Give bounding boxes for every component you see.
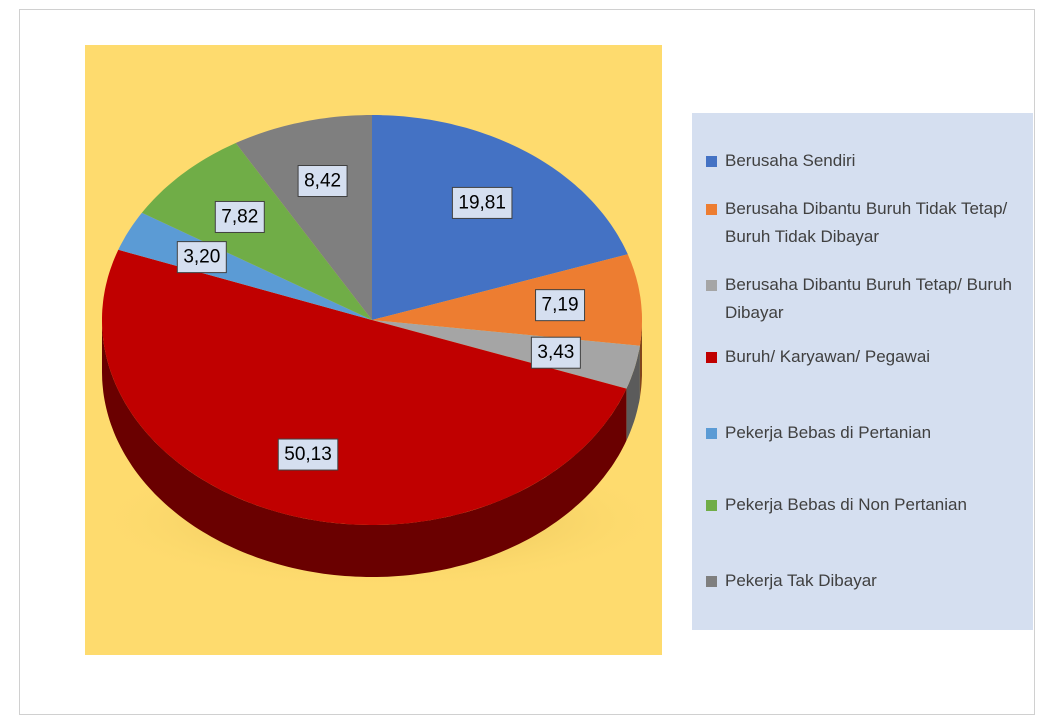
data-label-text: 3,43 [537,342,574,363]
data-label-box [277,438,339,471]
legend-swatch [706,352,717,363]
data-label-box [297,165,348,198]
legend-entry: Pekerja Bebas di Non Pertanian [706,491,1025,519]
data-label-text: 7,82 [221,206,258,227]
legend-entry: Buruh/ Karyawan/ Pegawai [706,343,1025,371]
legend-swatch [706,428,717,439]
slice-side [102,320,627,577]
legend-label: Berusaha Dibantu Buruh Tetap/ Buruh Diba… [725,275,1012,322]
data-label: 3,20 [176,241,227,274]
slice [372,254,642,346]
data-label-box [535,289,586,322]
legend-label: Pekerja Tak Dibayar [725,571,877,590]
legend-label: Pekerja Bebas di Non Pertanian [725,495,967,514]
legend-entry: Berusaha Dibantu Buruh Tetap/ Buruh Diba… [706,271,1025,327]
slice-side [639,320,642,398]
legend-swatch [706,576,717,587]
slice-side [626,345,640,441]
data-label: 50,13 [277,438,339,471]
data-label: 7,19 [535,289,586,322]
data-label-box [451,186,513,219]
legend-swatch [706,204,717,215]
data-label: 7,82 [214,200,265,233]
data-label-text: 8,42 [304,171,341,192]
data-label: 8,42 [297,165,348,198]
legend-entry: Berusaha Dibantu Buruh Tidak Tetap/ Buru… [706,195,1025,251]
data-label-text: 3,20 [183,247,220,268]
legend-swatch [706,500,717,511]
legend-entry: Pekerja Tak Dibayar [706,567,1025,595]
data-label: 3,43 [530,336,581,369]
data-label-box [530,336,581,369]
data-label: 19,81 [451,186,513,219]
legend-label: Berusaha Dibantu Buruh Tidak Tetap/ Buru… [725,199,1008,246]
legend-entry: Berusaha Sendiri [706,147,1025,175]
slice [118,212,372,320]
slice [102,249,627,526]
data-label-text: 19,81 [458,192,506,213]
legend-label: Buruh/ Karyawan/ Pegawai [725,347,931,366]
data-label-text: 50,13 [284,444,332,465]
data-label-box [176,241,227,274]
data-label-text: 7,19 [542,295,579,316]
legend-label: Pekerja Bebas di Pertanian [725,423,932,442]
legend-swatch [706,280,717,291]
data-label-box [214,200,265,233]
legend: Berusaha Sendiri Berusaha Dibantu Buruh T… [692,113,1033,630]
legend-entry: Pekerja Bebas di Pertanian [706,419,1025,447]
legend-swatch [706,156,717,167]
slice [372,320,640,389]
legend-label: Berusaha Sendiri [725,151,856,170]
